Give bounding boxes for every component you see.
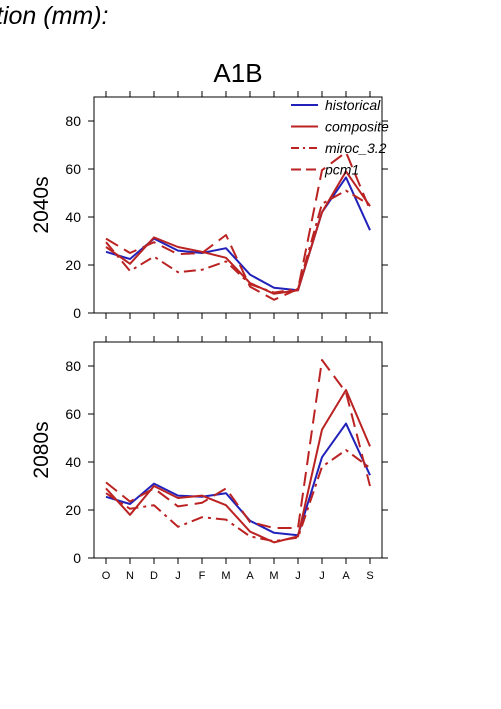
y-tick-label: 60 <box>65 406 81 422</box>
series-line-historical <box>105 422 371 537</box>
panel-2040s: 0 20 40 60 80 2040s <box>30 91 388 321</box>
x-tick-label: A <box>246 570 254 582</box>
scenario-title: A1B <box>213 58 262 88</box>
x-tick-label: J <box>175 570 181 582</box>
legend: historical composite miroc_3.2 pcm1 <box>291 97 389 178</box>
y-tick-label: 0 <box>73 305 81 321</box>
panel-label-2080s: 2080s <box>30 421 53 478</box>
x-tick-label: D <box>150 570 158 582</box>
panels-group: 0 20 40 60 80 2040s 0 20 40 60 80 2080s O N D J F M A M J J A S… <box>30 91 389 582</box>
legend-label-historical: historical <box>325 97 381 113</box>
y-tick-label: 80 <box>65 358 81 374</box>
panel-2080s: 0 20 40 60 80 2080s <box>30 336 388 566</box>
y-tick-label: 20 <box>65 257 81 273</box>
x-tick-label: J <box>295 570 301 582</box>
page-title: tion (mm): <box>0 2 109 30</box>
legend-label-composite: composite <box>325 119 389 135</box>
series-line-miroc_3.2 <box>105 449 371 543</box>
plot-frame <box>93 341 383 559</box>
y-tick-label: 40 <box>65 454 81 470</box>
y-tick-label: 40 <box>65 209 81 225</box>
x-tick-label: M <box>269 570 278 582</box>
series-line-composite <box>105 389 371 544</box>
series-line-miroc_3.2 <box>105 189 371 294</box>
y-tick-label: 60 <box>65 161 81 177</box>
plot-frame <box>93 96 383 314</box>
legend-label-pcm1: pcm1 <box>324 162 359 178</box>
x-tick-label: N <box>126 570 134 582</box>
y-tick-label: 0 <box>73 550 81 566</box>
x-tick-label: A <box>342 570 350 582</box>
y-tick-label: 20 <box>65 502 81 518</box>
x-tick-label: J <box>319 570 325 582</box>
series-line-pcm1 <box>105 151 371 301</box>
x-tick-label: M <box>221 570 230 582</box>
y-tick-label: 80 <box>65 113 81 129</box>
x-tick-label: O <box>102 570 111 582</box>
x-tick-label: S <box>366 570 373 582</box>
series-line-composite <box>105 170 371 295</box>
panel-label-2040s: 2040s <box>30 176 53 233</box>
x-tick-label: F <box>199 570 206 582</box>
series-line-pcm1 <box>105 359 371 529</box>
legend-label-miroc_3.2: miroc_3.2 <box>325 140 387 156</box>
